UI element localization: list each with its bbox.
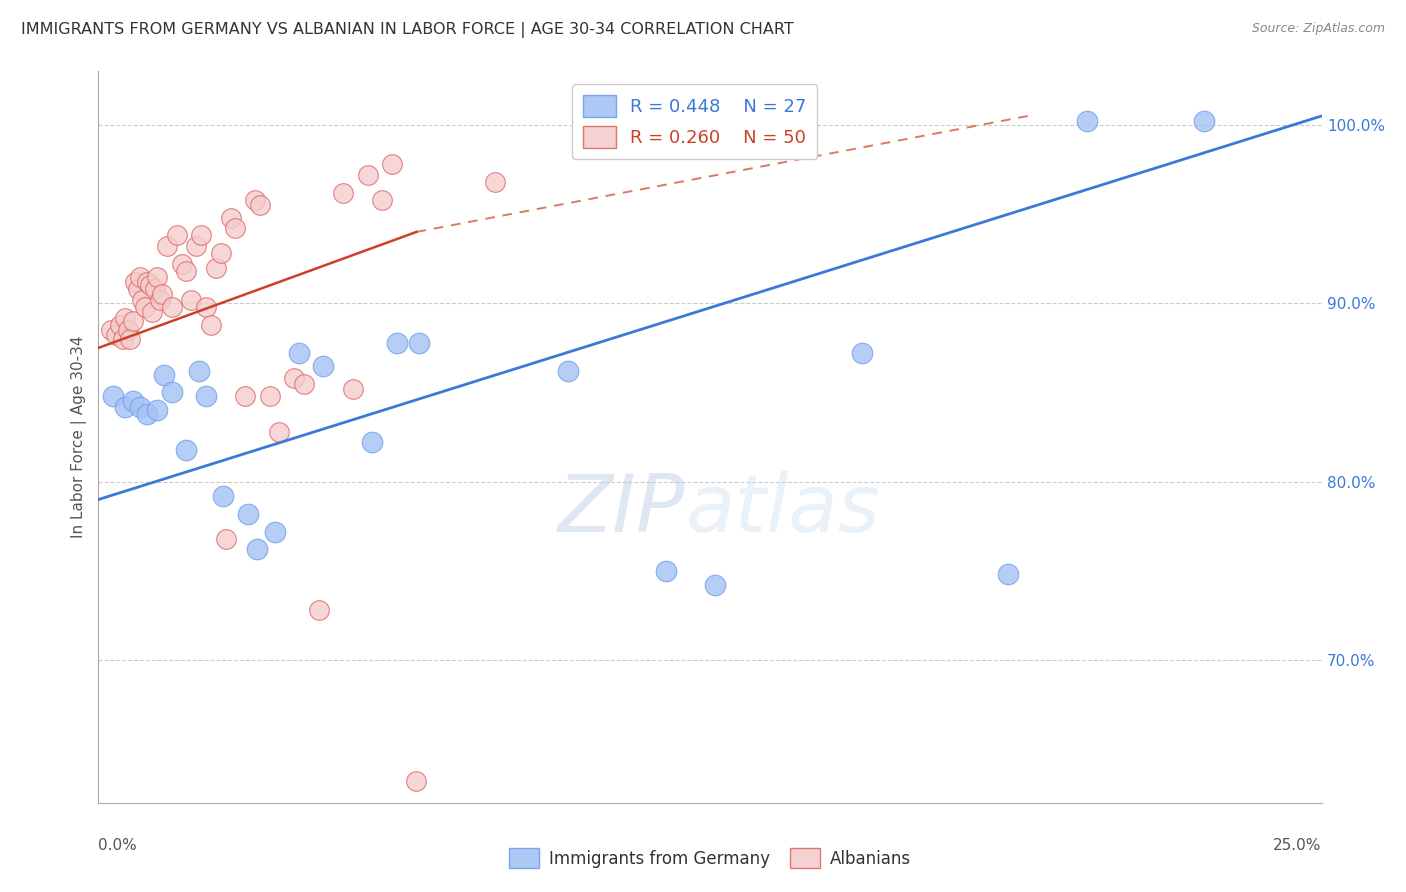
Point [146, 269, 169, 284]
Point [205, 260, 228, 275]
Point [146, 403, 169, 417]
Point [243, 193, 266, 207]
Point [408, 335, 430, 350]
Point [703, 578, 725, 592]
Point [121, 394, 143, 409]
Text: IMMIGRANTS FROM GERMANY VS ALBANIAN IN LABOR FORCE | AGE 30-34 CORRELATION CHART: IMMIGRANTS FROM GERMANY VS ALBANIAN IN L… [21, 22, 794, 38]
Point [195, 300, 218, 314]
Point [149, 293, 172, 307]
Point [131, 293, 153, 307]
Point [381, 157, 404, 171]
Point [187, 364, 209, 378]
Point [236, 507, 259, 521]
Point [385, 335, 408, 350]
Point [342, 382, 364, 396]
Point [214, 532, 236, 546]
Point [127, 282, 149, 296]
Point [150, 287, 173, 301]
Point [110, 318, 132, 332]
Point [851, 346, 873, 360]
Text: ZIP: ZIP [558, 471, 686, 549]
Point [170, 257, 193, 271]
Point [153, 368, 176, 382]
Point [212, 489, 235, 503]
Legend: Immigrants from Germany, Albanians: Immigrants from Germany, Albanians [502, 841, 918, 875]
Point [101, 389, 124, 403]
Point [249, 198, 271, 212]
Point [134, 300, 156, 314]
Point [176, 442, 198, 457]
Text: 25.0%: 25.0% [1274, 838, 1322, 854]
Point [361, 435, 384, 450]
Point [219, 211, 242, 225]
Point [160, 300, 183, 314]
Point [484, 175, 506, 189]
Point [121, 314, 143, 328]
Point [269, 425, 291, 439]
Point [180, 293, 202, 307]
Point [166, 228, 188, 243]
Point [233, 389, 256, 403]
Point [176, 264, 198, 278]
Point [120, 332, 142, 346]
Point [655, 564, 678, 578]
Point [111, 332, 134, 346]
Point [195, 389, 218, 403]
Point [224, 221, 246, 235]
Point [371, 193, 394, 207]
Point [246, 542, 269, 557]
Point [114, 310, 136, 325]
Point [136, 407, 159, 421]
Point [312, 359, 335, 373]
Point [1076, 114, 1098, 128]
Y-axis label: In Labor Force | Age 30-34: In Labor Force | Age 30-34 [72, 335, 87, 539]
Point [288, 346, 311, 360]
Point [263, 524, 285, 539]
Point [292, 376, 315, 391]
Point [141, 305, 163, 319]
Point [283, 371, 305, 385]
Point [405, 774, 427, 789]
Point [557, 364, 579, 378]
Point [1192, 114, 1215, 128]
Point [160, 385, 183, 400]
Point [139, 278, 162, 293]
Point [143, 282, 166, 296]
Point [308, 603, 330, 617]
Point [100, 323, 122, 337]
Point [129, 269, 152, 284]
Point [356, 168, 378, 182]
Point [104, 328, 127, 343]
Point [209, 246, 232, 260]
Text: 0.0%: 0.0% [98, 838, 138, 854]
Point [136, 275, 159, 289]
Point [114, 400, 136, 414]
Text: atlas: atlas [686, 471, 880, 549]
Point [332, 186, 354, 200]
Point [124, 275, 146, 289]
Point [186, 239, 208, 253]
Point [997, 567, 1019, 582]
Text: Source: ZipAtlas.com: Source: ZipAtlas.com [1251, 22, 1385, 36]
Point [190, 228, 212, 243]
Point [156, 239, 179, 253]
Point [200, 318, 222, 332]
Point [129, 400, 152, 414]
Point [259, 389, 281, 403]
Point [117, 323, 139, 337]
